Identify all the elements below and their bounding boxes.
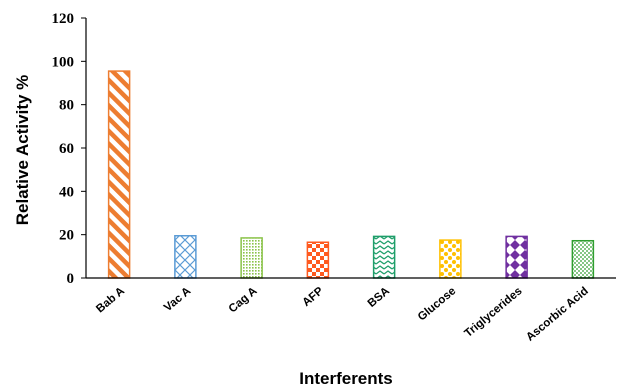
y-tick-label: 120 [52, 11, 75, 27]
x-axis-tick-labels: Bab A Vac A Cag A AFP BSA Glucose Triglyceride… [94, 285, 591, 344]
x-tick-label: Vac A [162, 285, 193, 314]
x-tick-label: AFP [300, 285, 326, 309]
y-tick-label: 80 [59, 98, 74, 114]
x-tick-label: Ascorbic Acid [524, 285, 591, 344]
bar-cag-a [240, 237, 263, 279]
y-tick-label: 20 [59, 228, 74, 244]
y-tick-label: 0 [67, 271, 75, 287]
x-tick-label: Glucose [416, 285, 458, 323]
y-tick-label: 40 [59, 184, 74, 200]
bar-triglycerides [505, 235, 528, 279]
y-tick-label: 100 [52, 54, 75, 70]
x-tick-label: Bab A [94, 285, 127, 315]
y-axis-title: Relative Activity % [13, 75, 32, 226]
bar-ascorbic-acid [571, 239, 595, 279]
bar-bsa [372, 235, 396, 279]
x-tick-label: Cag A [227, 285, 260, 315]
x-tick-label: Triglycerides [462, 285, 524, 340]
y-axis-ticks: 0 20 40 60 80 100 120 [52, 11, 86, 287]
bar-glucose [439, 239, 462, 279]
y-tick-label: 60 [59, 141, 74, 157]
bar-bab-a [107, 70, 131, 279]
bar-afp [306, 241, 330, 279]
x-axis-title: Interferents [299, 369, 393, 388]
bars [107, 70, 595, 279]
bar-vac-a [174, 235, 197, 279]
x-tick-label: BSA [366, 285, 392, 310]
